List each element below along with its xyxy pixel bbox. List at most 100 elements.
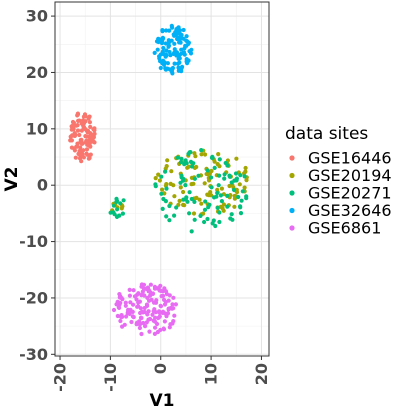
data-point-gse32646 xyxy=(158,59,163,64)
data-point-gse16446 xyxy=(79,128,84,133)
data-point-gse20271 xyxy=(189,229,194,234)
data-point-gse6861 xyxy=(147,329,152,334)
x-tick-label: -20 xyxy=(51,363,70,392)
data-point-gse20194 xyxy=(197,197,202,202)
data-point-gse20271 xyxy=(199,148,204,153)
data-point-gse20271 xyxy=(229,212,234,217)
data-point-gse20271 xyxy=(159,191,164,196)
data-point-gse20271 xyxy=(184,195,189,200)
data-point-gse20271 xyxy=(202,219,207,225)
data-point-gse20194 xyxy=(227,183,232,189)
data-point-gse20194 xyxy=(203,152,208,157)
data-point-gse6861 xyxy=(151,309,156,314)
data-point-gse20271 xyxy=(172,213,177,218)
y-tick-label: 20 xyxy=(26,63,48,82)
data-point-gse20271 xyxy=(115,207,120,212)
data-point-gse20194 xyxy=(243,169,248,174)
data-point-gse6861 xyxy=(152,331,157,336)
data-point-gse20271 xyxy=(211,218,216,223)
data-point-gse20271 xyxy=(167,218,172,223)
data-point-gse20194 xyxy=(164,164,169,169)
data-point-gse20194 xyxy=(219,186,224,191)
data-point-gse6861 xyxy=(171,306,176,311)
data-point-gse20271 xyxy=(196,173,201,178)
data-point-gse6861 xyxy=(139,293,144,298)
data-point-gse16446 xyxy=(81,148,86,153)
data-point-gse6861 xyxy=(128,300,133,305)
data-point-gse20271 xyxy=(213,223,218,229)
data-point-gse20271 xyxy=(238,211,244,216)
data-point-gse32646 xyxy=(170,25,175,30)
data-point-gse32646 xyxy=(164,28,169,33)
data-point-gse20194 xyxy=(153,176,158,181)
data-point-gse6861 xyxy=(137,321,142,326)
data-point-gse16446 xyxy=(74,123,79,128)
data-point-gse20271 xyxy=(183,183,188,188)
data-point-gse6861 xyxy=(117,292,122,297)
data-point-gse32646 xyxy=(175,61,180,66)
data-point-gse16446 xyxy=(77,132,82,138)
data-point-gse6861 xyxy=(137,299,142,304)
data-point-gse32646 xyxy=(169,69,174,74)
data-point-gse6861 xyxy=(166,307,171,312)
data-point-gse20271 xyxy=(191,161,196,166)
data-point-gse32646 xyxy=(173,33,178,38)
data-point-gse20271 xyxy=(181,176,186,181)
data-point-gse20271 xyxy=(209,175,214,180)
legend-label: GSE16446 xyxy=(308,149,392,168)
data-point-gse20271 xyxy=(179,173,184,178)
data-point-gse32646 xyxy=(174,50,179,55)
y-tick-label: 10 xyxy=(26,119,48,138)
data-point-gse20194 xyxy=(169,169,174,174)
data-point-gse6861 xyxy=(171,295,176,300)
data-point-gse16446 xyxy=(83,134,88,139)
data-point-gse20271 xyxy=(225,193,230,198)
data-point-gse6861 xyxy=(118,318,123,324)
data-point-gse16446 xyxy=(73,155,78,160)
data-point-gse20194 xyxy=(199,152,204,157)
data-point-gse16446 xyxy=(86,156,91,161)
data-point-gse6861 xyxy=(123,300,128,305)
y-tick-label: -20 xyxy=(19,288,48,307)
data-point-gse20194 xyxy=(209,168,214,174)
data-point-gse20194 xyxy=(165,158,170,163)
legend-key xyxy=(289,155,295,161)
data-point-gse32646 xyxy=(178,40,183,45)
data-point-gse16446 xyxy=(88,124,93,129)
data-point-gse6861 xyxy=(136,291,141,296)
data-point-gse16446 xyxy=(77,118,82,123)
data-point-gse32646 xyxy=(172,61,177,66)
data-point-gse20271 xyxy=(222,172,227,177)
data-point-gse20271 xyxy=(174,205,179,210)
data-point-gse20271 xyxy=(205,216,210,222)
data-point-gse20271 xyxy=(222,176,227,181)
data-point-gse6861 xyxy=(164,314,169,319)
legend-label: GSE32646 xyxy=(308,201,392,220)
data-point-gse32646 xyxy=(161,36,166,41)
data-point-gse16446 xyxy=(80,141,85,146)
x-axis-ticks: -20 -10 0 10 20 xyxy=(51,356,271,392)
data-point-gse20194 xyxy=(234,190,240,195)
data-point-gse16446 xyxy=(76,151,81,156)
data-point-gse6861 xyxy=(153,325,158,330)
data-point-gse32646 xyxy=(186,58,191,64)
data-point-gse6861 xyxy=(131,302,136,307)
data-point-gse6861 xyxy=(159,288,164,294)
legend-title: data sites xyxy=(285,124,368,144)
data-point-gse6861 xyxy=(170,302,175,307)
data-point-gse6861 xyxy=(151,300,157,305)
data-point-gse6861 xyxy=(138,315,144,320)
data-point-gse20194 xyxy=(243,165,248,171)
data-point-gse20271 xyxy=(225,204,230,209)
x-axis-title: V1 xyxy=(150,391,175,410)
data-point-gse20194 xyxy=(232,196,237,201)
data-point-gse20271 xyxy=(217,219,222,225)
data-point-gse20194 xyxy=(189,182,194,187)
data-point-gse20271 xyxy=(175,155,180,160)
data-point-gse20194 xyxy=(206,193,212,198)
data-point-gse20271 xyxy=(244,194,249,199)
data-point-gse6861 xyxy=(132,294,138,299)
data-point-gse20271 xyxy=(216,183,221,188)
data-point-gse6861 xyxy=(117,295,122,300)
data-point-gse20271 xyxy=(184,161,189,166)
